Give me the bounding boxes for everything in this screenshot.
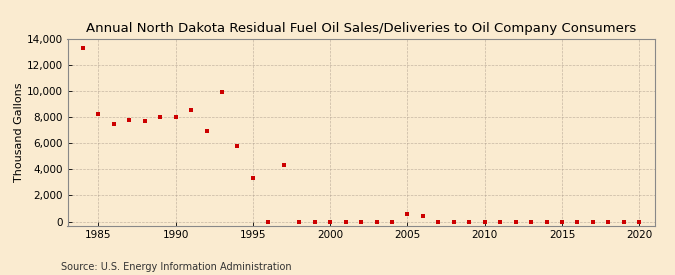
Title: Annual North Dakota Residual Fuel Oil Sales/Deliveries to Oil Company Consumers: Annual North Dakota Residual Fuel Oil Sa…	[86, 21, 637, 35]
Y-axis label: Thousand Gallons: Thousand Gallons	[14, 82, 24, 182]
Text: Source: U.S. Energy Information Administration: Source: U.S. Energy Information Administ…	[61, 262, 292, 272]
